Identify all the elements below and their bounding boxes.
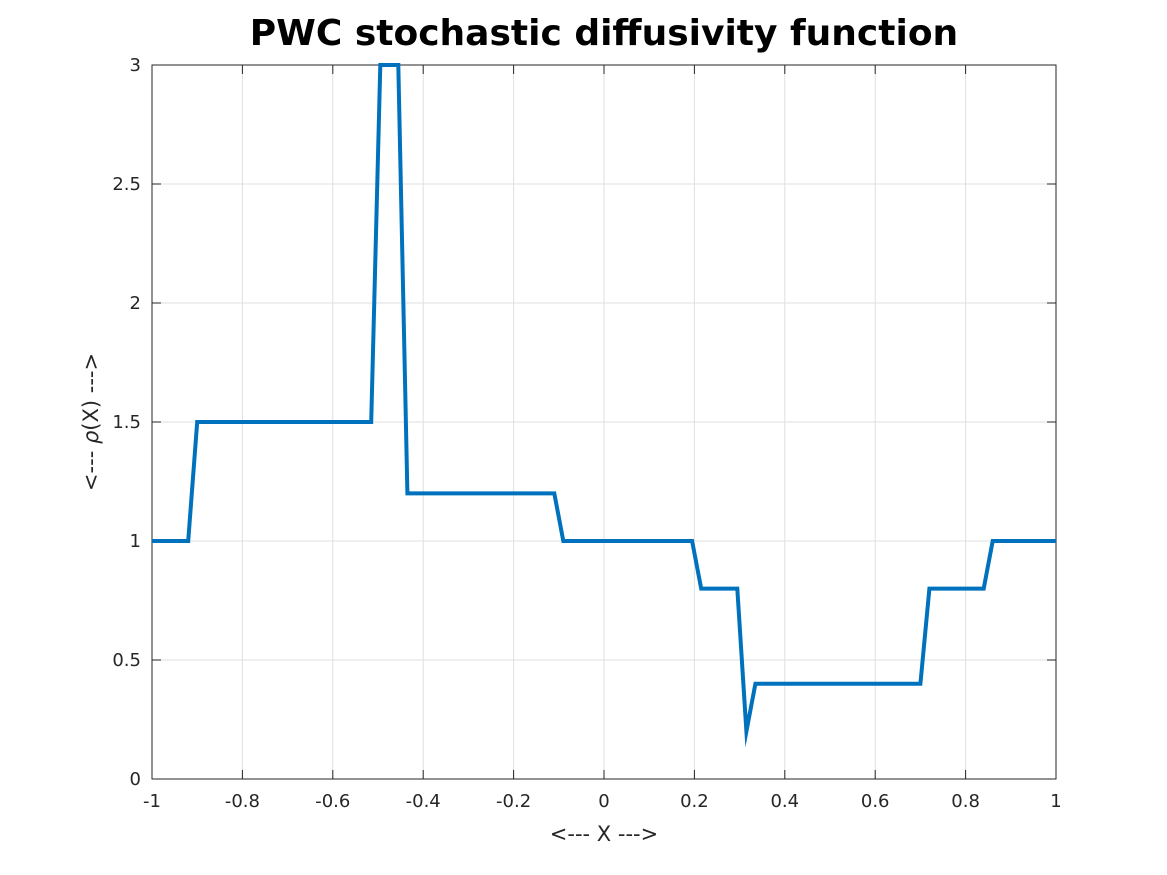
chart-title: PWC stochastic diffusivity function xyxy=(250,13,958,54)
y-tick-label: 2.5 xyxy=(112,174,141,195)
x-tick-label: -0.4 xyxy=(406,791,441,812)
y-tick-label: 1 xyxy=(130,531,141,552)
y-tick-label: 3 xyxy=(130,55,141,76)
data-series xyxy=(152,63,1056,748)
x-tick-labels: -1 -0.8 -0.6 -0.4 -0.2 0 0.2 0.4 0.6 0.8 1 xyxy=(143,791,1062,812)
series-line xyxy=(152,63,1056,748)
x-axis-label: <--- X ---> xyxy=(550,822,658,846)
x-tick-label: -1 xyxy=(143,791,161,812)
y-tick-label: 0.5 xyxy=(112,650,141,671)
y-tick-label: 0 xyxy=(130,769,141,790)
y-axis-label-suffix: (X) ---> xyxy=(79,353,103,431)
x-tick-label: -0.6 xyxy=(315,791,350,812)
x-tick-label: -0.8 xyxy=(225,791,260,812)
x-tick-label: 0.8 xyxy=(951,791,980,812)
x-tick-label: 0.4 xyxy=(770,791,799,812)
y-tick-label: 2 xyxy=(130,293,141,314)
y-axis-label-symbol: ρ xyxy=(79,430,103,444)
x-tick-label: 0.2 xyxy=(680,791,709,812)
y-axis-label-prefix: <--- xyxy=(79,444,103,491)
y-tick-label: 1.5 xyxy=(112,412,141,433)
x-tick-label: 0.6 xyxy=(861,791,890,812)
x-tick-label: 0 xyxy=(598,791,609,812)
y-axis-label: <--- ρ(X) ---> xyxy=(79,353,103,491)
x-tick-label: -0.2 xyxy=(496,791,531,812)
y-tick-labels: 0 0.5 1 1.5 2 2.5 3 xyxy=(112,55,141,790)
x-tick-label: 1 xyxy=(1050,791,1061,812)
